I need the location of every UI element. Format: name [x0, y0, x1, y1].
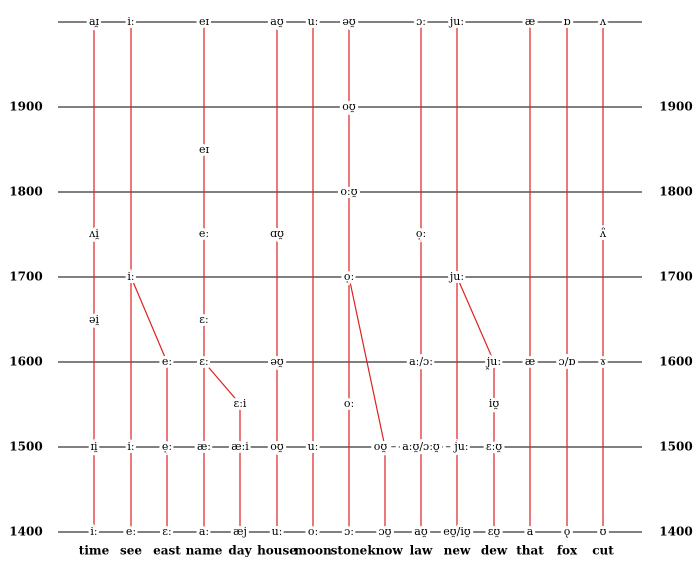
year-label: 1400	[9, 525, 42, 539]
year-label: 1900	[659, 100, 692, 114]
word: house	[257, 544, 297, 558]
vowel-label: uː	[308, 15, 319, 28]
vowel-label: ʌ	[599, 15, 607, 28]
word: time	[79, 544, 110, 558]
vowel-label: iː	[127, 15, 134, 28]
word: stone	[331, 544, 368, 558]
vowel-label: ɤ	[600, 355, 606, 368]
vowel-label: ɛː	[162, 525, 171, 538]
vowel-label: oʊ̯	[342, 100, 356, 113]
vowel-label: æ	[525, 355, 535, 368]
vowel-label: aʊ̯	[270, 15, 284, 28]
vowel-label: æj	[233, 525, 247, 538]
vowel-label: juː	[448, 15, 464, 28]
vowel-label: ɔː	[416, 15, 426, 28]
word: east	[153, 544, 181, 558]
year-label: 1700	[9, 270, 42, 284]
word: moon	[294, 544, 332, 558]
vowel-label: æːi	[231, 440, 249, 453]
vowel-label: ɛːi	[234, 397, 247, 410]
vowel-label: ɔ/ɒ	[559, 355, 576, 368]
word: day	[228, 544, 252, 558]
vowel-label: iː	[127, 270, 134, 283]
word: new	[444, 544, 471, 558]
vowel-label: juː	[448, 270, 464, 283]
vowel-label: iː	[127, 440, 134, 453]
year-label: 1500	[659, 440, 692, 454]
shift-line	[456, 276, 495, 363]
vowel-label: ɛː	[199, 355, 208, 368]
vowel-label: eː	[162, 355, 172, 368]
vowel-label: ọː	[344, 270, 354, 283]
vowel-label: ʌ̈	[599, 227, 607, 240]
vowel-label: aɪ̯	[89, 15, 100, 28]
word: name	[186, 544, 223, 558]
lines	[58, 22, 642, 533]
vowel-label: ɒ	[563, 15, 570, 28]
word: that	[516, 544, 544, 558]
vowel-label: aː/ɔː	[409, 355, 433, 368]
vowel-label: ɔʊ̯	[379, 525, 392, 538]
vowel-label: eʊ̯/iʊ̯	[443, 525, 471, 538]
vowel-label: ɔː	[344, 525, 354, 538]
vowel-label: aʊ̯	[414, 525, 428, 538]
vowel-label: ọː	[416, 227, 426, 240]
word: dew	[481, 544, 508, 558]
year-label: 1800	[9, 185, 42, 199]
vowel-label: ǫ	[564, 525, 571, 538]
vowel-label: iː	[90, 525, 97, 538]
word: cut	[592, 544, 614, 558]
year-label: 1600	[659, 355, 692, 369]
word: know	[367, 544, 403, 558]
vowel-label: ɑʊ̯	[270, 227, 284, 240]
vowel-label: aː	[199, 525, 209, 538]
vowel-label: iʊ̯	[489, 397, 500, 410]
vowel-label: əʊ̯	[342, 15, 356, 28]
vowel-label: ɛʊ̯	[488, 525, 501, 538]
vowel-label: eː	[126, 525, 136, 538]
vowel-label: oʊ̯	[270, 440, 284, 453]
vowel-label: əi̯	[89, 313, 100, 326]
vowel-label: eɪ	[199, 143, 210, 156]
year-label: 1900	[9, 100, 42, 114]
vowel-label: ɪi̯	[90, 440, 98, 453]
vowel-label: j̯uː	[485, 355, 501, 370]
word: fox	[557, 544, 578, 558]
year-label: 1500	[9, 440, 42, 454]
vowel-label: oː	[308, 525, 318, 538]
vowel-label: æ	[525, 15, 535, 28]
vowel-label: oː	[344, 397, 354, 410]
year-label: 1600	[9, 355, 42, 369]
vowel-label: aːʊ̯/ɔːʊ̯	[402, 440, 440, 453]
labels: 1900 1900 1800 1800 1700 1700 1600 1600 1500 1500…	[9, 12, 692, 558]
vowel-label: eɪ	[199, 15, 210, 28]
vowel-label: ɛːʊ̯	[486, 440, 502, 453]
word: see	[120, 544, 142, 558]
vowel-label: – juː	[445, 440, 468, 453]
shift-line	[348, 276, 386, 448]
vowel-label: ẹː	[162, 440, 172, 453]
vowel-label: a	[527, 525, 534, 538]
vowel-label: ʌi̯	[88, 227, 99, 240]
vowel-label: eː	[199, 227, 209, 240]
vowel-label: uː	[308, 440, 319, 453]
shift-line	[203, 361, 241, 405]
vowel-label: ɛː	[199, 313, 208, 326]
shift-line	[130, 276, 168, 363]
vowel-label: æː	[197, 440, 211, 453]
vowel-label: ʊ	[600, 525, 607, 538]
vowel-label: əʊ̯	[270, 355, 284, 368]
vowel-label: oːʊ̯	[340, 185, 357, 198]
vowel-label: uː	[272, 525, 283, 538]
year-label: 1400	[659, 525, 692, 539]
year-label: 1700	[659, 270, 692, 284]
year-label: 1800	[659, 185, 692, 199]
word: law	[410, 544, 433, 558]
vowel-label: oʊ̯ –	[374, 440, 397, 453]
